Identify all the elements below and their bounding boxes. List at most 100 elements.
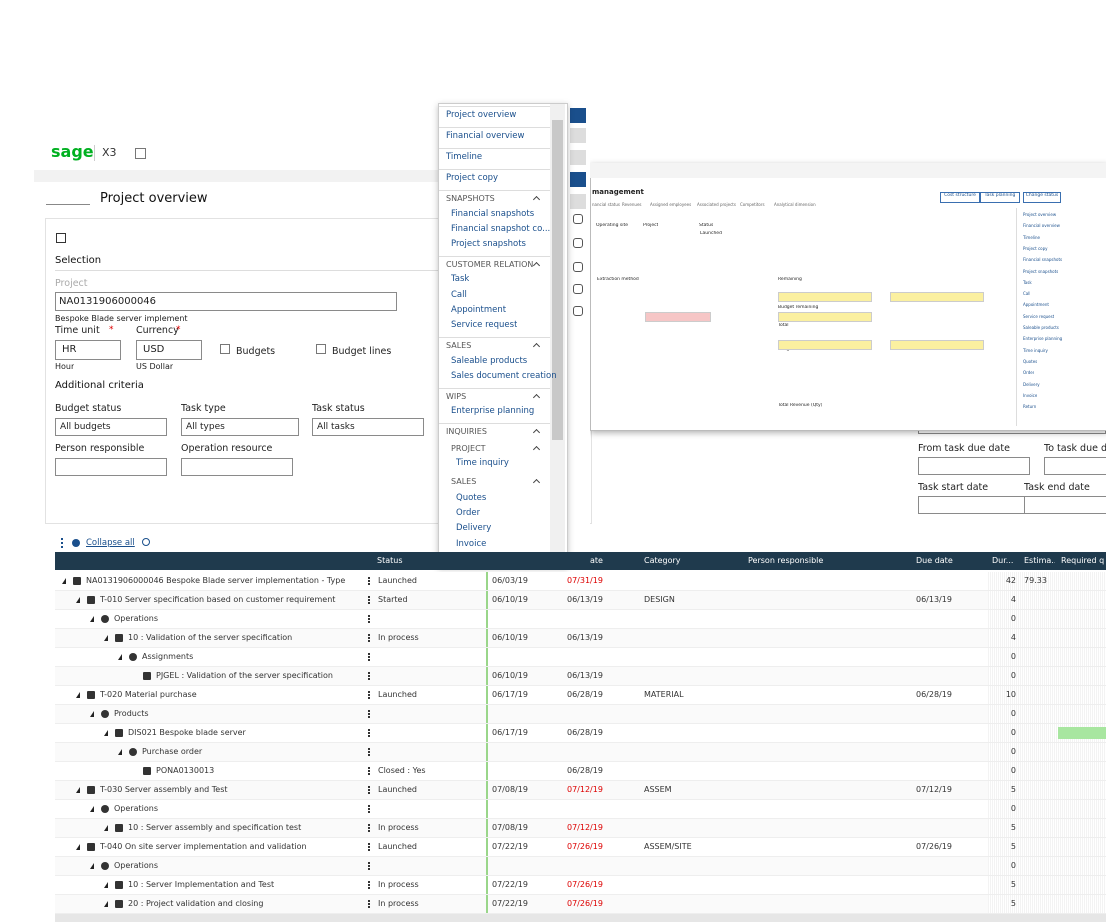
row-kebab[interactable]	[368, 862, 370, 870]
expand-toggle[interactable]	[104, 730, 108, 736]
menu-item[interactable]: Financial snapshots	[451, 209, 535, 219]
tool-button[interactable]	[570, 172, 586, 187]
menu-item[interactable]: Call	[451, 290, 467, 300]
tree-label: T-010 Server specification based on cust…	[100, 595, 336, 604]
menu-item[interactable]: Service request	[451, 320, 518, 330]
tool-icon[interactable]	[573, 284, 583, 294]
menu-separator	[439, 106, 550, 107]
expand-toggle[interactable]	[90, 711, 94, 717]
row-kebab[interactable]	[368, 748, 370, 756]
status: In process	[378, 899, 419, 908]
date-input[interactable]	[1024, 496, 1106, 514]
row-kebab[interactable]	[368, 615, 370, 623]
menu-item[interactable]: Quotes	[456, 493, 487, 503]
row-kebab[interactable]	[368, 881, 370, 889]
collapse-all[interactable]: Collapse all	[86, 538, 135, 548]
collapse-icon[interactable]	[72, 539, 80, 547]
row-kebab[interactable]	[368, 805, 370, 813]
menu-item[interactable]: Timeline	[446, 152, 483, 162]
row-kebab[interactable]	[368, 634, 370, 642]
row-kebab[interactable]	[368, 767, 370, 775]
date-input[interactable]	[918, 457, 1030, 475]
status: Closed : Yes	[378, 766, 426, 775]
menu-item[interactable]: Order	[456, 508, 481, 518]
expand-toggle[interactable]	[76, 692, 80, 698]
field-input[interactable]: All types	[181, 418, 299, 436]
start-date: 06/17/19	[492, 690, 528, 699]
tool-icon[interactable]	[573, 306, 583, 316]
field-input[interactable]	[181, 458, 293, 476]
menu-item[interactable]: Financial overview	[446, 131, 525, 141]
row-kebab[interactable]	[368, 786, 370, 794]
expand-toggle[interactable]	[104, 635, 108, 641]
menu-item[interactable]: Project copy	[446, 173, 499, 183]
menu-item[interactable]: Sales document creation	[451, 371, 557, 381]
row-kebab[interactable]	[368, 577, 370, 585]
tool-button[interactable]	[570, 108, 586, 123]
col-header: Person responsible	[748, 556, 824, 565]
menu-item[interactable]: Appointment	[451, 305, 507, 315]
checkbox[interactable]	[316, 344, 326, 354]
due-date: 06/28/19	[916, 690, 952, 699]
expand-toggle[interactable]	[76, 787, 80, 793]
menu-item[interactable]: Project overview	[446, 110, 517, 120]
time-unit-input[interactable]: HR	[55, 340, 121, 360]
tool-icon[interactable]	[573, 238, 583, 248]
row-kebab[interactable]	[368, 843, 370, 851]
expand-toggle[interactable]	[104, 825, 108, 831]
status: Launched	[378, 576, 417, 585]
inset-button[interactable]: Task planning	[980, 192, 1020, 203]
date-input[interactable]	[1044, 457, 1106, 475]
expand-toggle[interactable]	[62, 578, 66, 584]
currency-input[interactable]: USD	[136, 340, 202, 360]
status-divider	[486, 629, 488, 647]
expand-toggle[interactable]	[76, 597, 80, 603]
menu-item[interactable]: Financial snapshot co...	[451, 224, 551, 234]
inset-button[interactable]: Change status	[1023, 192, 1061, 203]
field-input[interactable]: All budgets	[55, 418, 167, 436]
inset-button[interactable]: Cost structure	[940, 192, 980, 203]
expand-toggle[interactable]	[104, 882, 108, 888]
expand-toggle[interactable]	[76, 844, 80, 850]
row-kebab[interactable]	[368, 596, 370, 604]
node-icon	[143, 767, 151, 775]
menu-item[interactable]: Project snapshots	[451, 239, 526, 249]
menu-item[interactable]: Task	[451, 274, 470, 284]
expand-toggle[interactable]	[104, 901, 108, 907]
tool-button[interactable]	[570, 128, 586, 143]
inset-side-item: Delivery	[1023, 381, 1040, 387]
row-kebab[interactable]	[368, 710, 370, 718]
expand-toggle[interactable]	[90, 616, 94, 622]
menu-item[interactable]: Enterprise planning	[451, 406, 535, 416]
expand-toggle[interactable]	[118, 654, 122, 660]
menu-item[interactable]: Saleable products	[451, 356, 528, 366]
row-kebab[interactable]	[368, 672, 370, 680]
field-input[interactable]	[55, 458, 167, 476]
tool-button[interactable]	[570, 194, 586, 209]
row-kebab[interactable]	[368, 691, 370, 699]
row-kebab[interactable]	[368, 653, 370, 661]
date-input[interactable]	[918, 496, 1030, 514]
home-icon[interactable]	[56, 233, 66, 243]
checkbox[interactable]	[220, 344, 230, 354]
calendar-icon[interactable]	[135, 148, 146, 159]
expand-toggle[interactable]	[90, 863, 94, 869]
project-input[interactable]: NA0131906000046	[55, 292, 397, 311]
row-kebab[interactable]	[368, 729, 370, 737]
row-kebab[interactable]	[368, 900, 370, 908]
expand-toggle[interactable]	[90, 806, 94, 812]
inset-side-item: Saleable products	[1023, 325, 1059, 330]
expand-toggle[interactable]	[118, 749, 122, 755]
search-icon[interactable]	[142, 538, 150, 546]
tool-icon[interactable]	[573, 214, 583, 224]
duration: 5	[1010, 880, 1016, 889]
tool-icon[interactable]	[573, 262, 583, 272]
row-kebab[interactable]	[368, 824, 370, 832]
tool-button[interactable]	[570, 150, 586, 165]
h-scrollbar	[55, 914, 1106, 922]
menu-item[interactable]: Delivery	[456, 523, 492, 533]
field-input[interactable]: All tasks	[312, 418, 424, 436]
grid-kebab[interactable]	[61, 538, 65, 548]
menu-item[interactable]: Time inquiry	[456, 458, 509, 468]
menu-item[interactable]: Invoice	[456, 539, 487, 549]
